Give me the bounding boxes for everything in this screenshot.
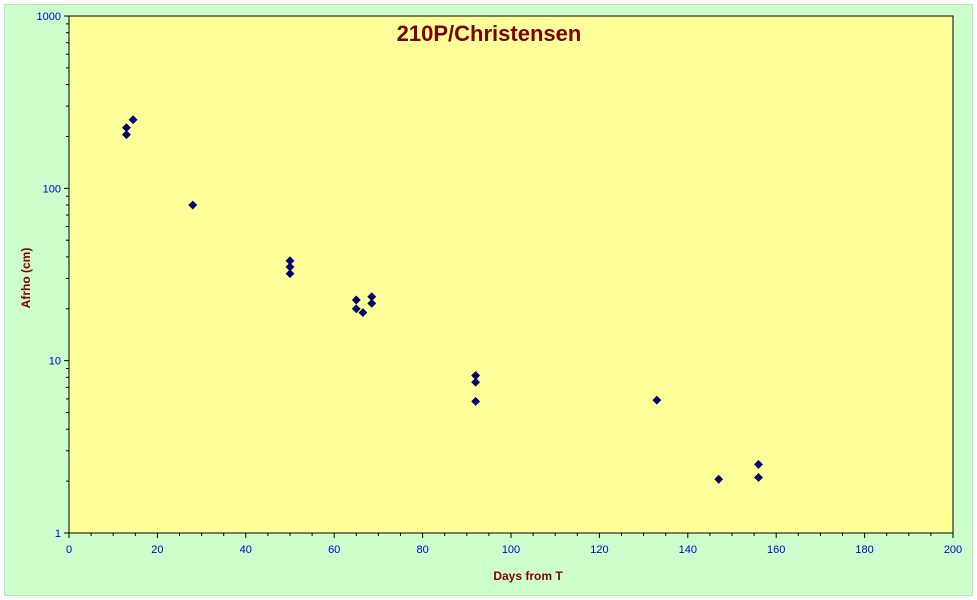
x-tick-label: 0 [66, 544, 72, 556]
chart-title: 210P/Christensen [397, 21, 582, 46]
data-point [367, 292, 377, 302]
data-point [652, 395, 662, 405]
x-tick-label: 20 [151, 544, 163, 556]
data-point [188, 200, 198, 210]
x-axis-title: Days from T [493, 569, 563, 583]
plot-area [68, 15, 954, 534]
data-point [351, 304, 361, 314]
x-tick-label: 40 [240, 544, 252, 556]
x-axis-ticks: 0 20 40 60 80 100 120 140 160 180 200 [66, 533, 962, 556]
data-point [351, 295, 361, 305]
data-points [122, 115, 763, 484]
data-point [471, 397, 481, 406]
y-tick-label: 1000 [37, 11, 61, 23]
data-point [122, 130, 131, 140]
y-tick-label: 1 [55, 528, 61, 540]
data-point [754, 473, 763, 482]
data-point [471, 377, 481, 387]
y-tick-label: 100 [43, 183, 61, 195]
y-axis-ticks: 1 10 100 1000 [37, 11, 69, 540]
y-axis-title: Afrho (cm) [19, 248, 33, 309]
data-point [285, 262, 295, 272]
x-tick-label: 200 [944, 544, 962, 556]
x-tick-label: 80 [416, 544, 428, 556]
data-point [358, 308, 368, 318]
data-point [285, 269, 295, 279]
x-tick-label: 160 [767, 544, 785, 556]
x-tick-label: 100 [502, 544, 520, 556]
x-tick-label: 120 [590, 544, 608, 556]
data-point [122, 123, 131, 133]
data-point [714, 474, 724, 484]
data-point [128, 115, 138, 125]
x-tick-label: 180 [855, 544, 873, 556]
data-point [754, 459, 763, 469]
data-point [471, 371, 481, 380]
x-tick-label: 60 [328, 544, 340, 556]
y-tick-label: 10 [49, 356, 61, 368]
data-point [367, 298, 377, 308]
y-minor-ticks [66, 23, 69, 482]
x-tick-label: 140 [679, 544, 697, 556]
data-point [285, 256, 295, 266]
